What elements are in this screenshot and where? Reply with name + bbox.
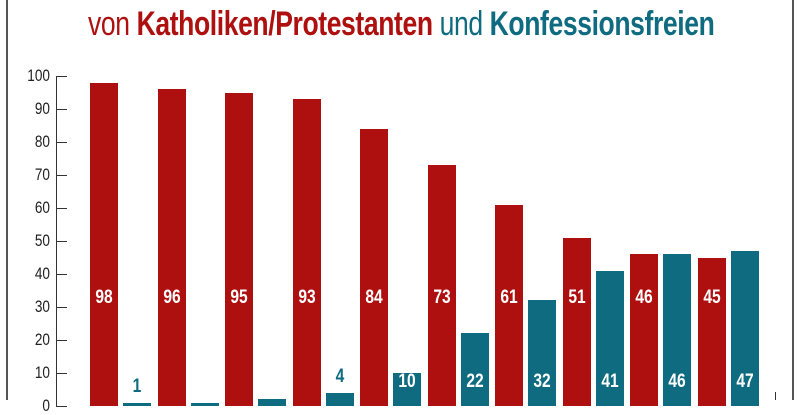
bar-catholic-protestant bbox=[427, 165, 456, 406]
bar-non-affiliated bbox=[730, 250, 759, 406]
y-tick bbox=[56, 175, 67, 176]
y-tick bbox=[56, 307, 67, 308]
bar-value-label: 4 bbox=[335, 365, 344, 387]
bar-non-affiliated bbox=[460, 333, 489, 406]
y-tick bbox=[56, 208, 67, 209]
bar-value-label: 96 bbox=[162, 287, 181, 308]
y-tick-label: 70 bbox=[34, 165, 50, 184]
bar-value-label: 98 bbox=[95, 287, 113, 308]
y-tick bbox=[56, 373, 67, 374]
bar-non-affiliated bbox=[258, 399, 286, 406]
frame-left-border bbox=[6, 0, 8, 400]
y-tick-label: 20 bbox=[34, 330, 50, 349]
bar-value-label: 73 bbox=[432, 287, 451, 308]
bar-value-label: 41 bbox=[600, 371, 619, 392]
bar-catholic-protestant bbox=[225, 92, 253, 406]
frame-right-border bbox=[792, 0, 794, 400]
y-tick-label: 80 bbox=[34, 132, 50, 151]
bar-value-label: 47 bbox=[735, 371, 754, 392]
chart-title: von Katholiken/Protestanten und Konfessi… bbox=[88, 2, 715, 46]
y-tick-label: 100 bbox=[27, 66, 50, 85]
bar-value-label: 10 bbox=[398, 371, 416, 392]
bar-catholic-protestant bbox=[360, 128, 388, 406]
bar-catholic-protestant bbox=[292, 99, 321, 406]
bar-value-label: 22 bbox=[465, 371, 484, 392]
x-axis-end-tick bbox=[775, 392, 776, 400]
bar-catholic-protestant bbox=[697, 257, 726, 406]
y-tick-label: 50 bbox=[34, 231, 50, 250]
y-tick bbox=[56, 274, 67, 275]
bar-non-affiliated bbox=[123, 402, 151, 406]
bar-non-affiliated bbox=[595, 270, 624, 406]
bar-value-label: 32 bbox=[533, 371, 551, 392]
bar-catholic-protestant bbox=[630, 254, 658, 406]
bar-non-affiliated bbox=[528, 300, 556, 406]
bar-value-label: 84 bbox=[365, 287, 383, 308]
y-tick bbox=[56, 340, 67, 341]
y-tick-label: 40 bbox=[34, 264, 50, 283]
title-part-non-affiliated: Konfessionsfreien bbox=[489, 5, 715, 43]
bar-value-label: 95 bbox=[230, 287, 248, 308]
title-part-und: und bbox=[432, 5, 490, 43]
y-tick bbox=[56, 109, 67, 110]
bar-non-affiliated bbox=[190, 402, 219, 406]
bar-catholic-protestant bbox=[562, 237, 591, 406]
bar-catholic-protestant bbox=[157, 89, 186, 406]
title-part-von: von bbox=[88, 5, 137, 43]
y-tick-label: 10 bbox=[34, 363, 50, 382]
bar-value-label: 1 bbox=[132, 375, 142, 397]
y-tick bbox=[56, 76, 67, 77]
y-tick bbox=[56, 406, 67, 407]
bar-non-affiliated bbox=[325, 392, 354, 406]
bar-value-label: 46 bbox=[668, 371, 686, 392]
bar-value-label: 46 bbox=[635, 287, 653, 308]
bar-value-label: 93 bbox=[297, 287, 316, 308]
bar-value-label: 51 bbox=[567, 287, 586, 308]
y-tick-label: 90 bbox=[34, 99, 50, 118]
y-tick bbox=[56, 241, 67, 242]
y-tick bbox=[56, 142, 67, 143]
bar-catholic-protestant bbox=[90, 82, 118, 406]
y-tick-label: 30 bbox=[34, 297, 50, 316]
bar-catholic-protestant bbox=[495, 204, 523, 406]
title-part-catholic-protestant: Katholiken/Protestanten bbox=[136, 5, 433, 43]
bar-value-label: 45 bbox=[702, 287, 721, 308]
y-tick-label: 60 bbox=[34, 198, 50, 217]
bar-non-affiliated bbox=[663, 254, 691, 406]
bar-value-label: 61 bbox=[500, 287, 518, 308]
